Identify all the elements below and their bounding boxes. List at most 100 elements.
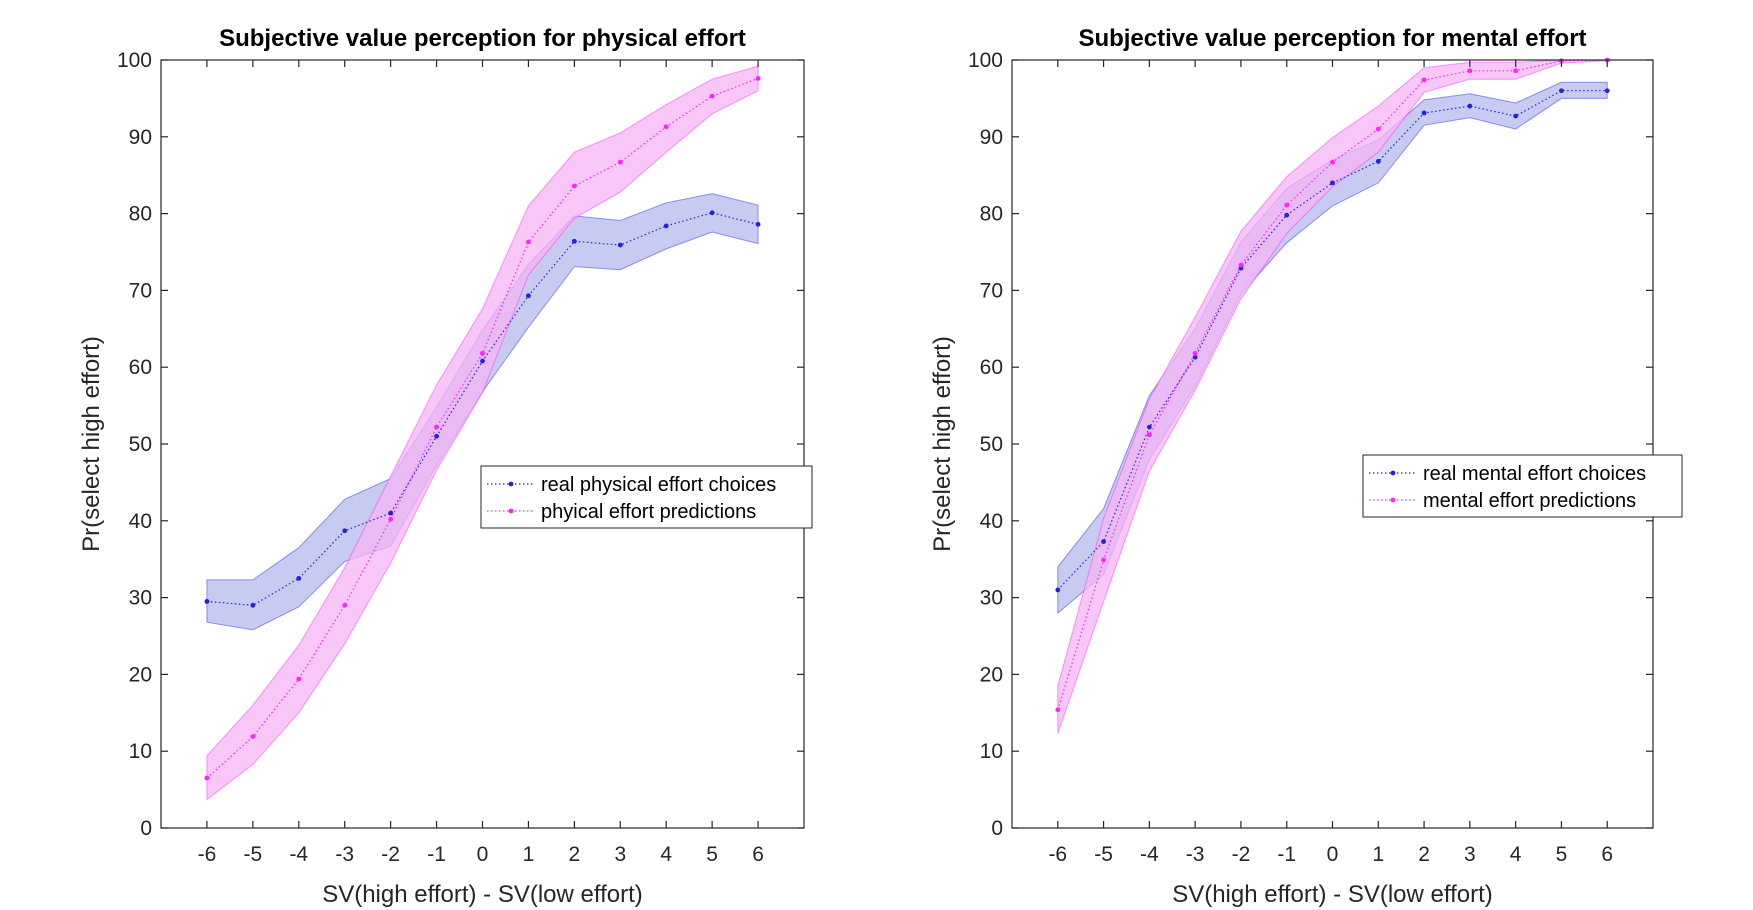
mental-xtick-label: -2 [1232,843,1251,866]
mental-point-1-6 [1330,159,1335,165]
physical-xtick-label: -3 [335,843,354,866]
physical-point-0-0 [204,599,210,604]
physical-point-1-9 [617,159,623,165]
physical-xtick-label: 5 [706,843,718,866]
mental-legend-marker-1 [1390,497,1396,503]
physical-ytick-label: 20 [129,663,152,686]
mental-xtick-label: 4 [1510,843,1522,866]
mental-point-1-10 [1513,68,1519,74]
mental-point-1-5 [1284,202,1290,208]
physical-xtick-label: 4 [660,843,672,866]
mental-point-0-12 [1604,88,1610,94]
physical-effort-chart: -6 -5 -4 -3 -2 -1 0 1 2 3 4 5 6010203040506070809010… [78,25,813,908]
mental-legend-entry: real mental effort choices [1423,463,1646,485]
mental-ytick-label: 20 [980,663,1003,686]
mental-point-0-8 [1421,110,1427,116]
physical-point-1-11 [709,93,715,99]
physical-ytick-label: 10 [129,740,152,763]
physical-point-1-7 [526,239,531,245]
mental-xtick-label: -3 [1186,843,1205,866]
mental-ytick-label: 50 [980,433,1003,456]
physical-ytick-label: 50 [129,433,152,456]
mental-xtick-label: -4 [1140,843,1159,866]
physical-legend-entry: real physical effort choices [541,474,776,496]
mental-point-0-1 [1101,539,1106,544]
physical-band-0 [206,193,759,631]
physical-xtick-label: 3 [614,843,626,866]
mental-ytick-label: 90 [980,126,1003,149]
mental-legend-entry: mental effort predictions [1423,490,1636,512]
mental-legend: real mental effort choices mental effort … [1362,454,1683,518]
mental-xtick-label: 6 [1601,843,1613,866]
mental-ytick-label: 80 [980,203,1003,226]
mental-point-1-3 [1192,350,1198,356]
mental-point-0-6 [1330,180,1335,186]
physical-point-1-4 [388,516,394,522]
physical-xtick-label: -4 [289,843,308,866]
physical-ytick-label: 0 [140,817,152,840]
mental-ytick-label: 30 [980,587,1003,610]
physical-xtick-label: -6 [198,843,217,866]
physical-point-0-2 [296,576,302,581]
physical-point-1-3 [342,602,348,608]
mental-legend-box [1362,454,1683,518]
mental-x-axis-label: SV(high effort) - SV(low effort) [1172,881,1493,908]
mental-point-0-9 [1467,103,1473,109]
physical-y-axis-label: Pr(select high effort) [78,336,105,552]
mental-ytick-label: 100 [968,49,1003,72]
mental-point-0-5 [1284,212,1290,218]
physical-ytick-label: 70 [129,279,152,302]
mental-point-1-9 [1467,68,1473,74]
physical-point-0-4 [388,510,394,516]
physical-xtick-label: -2 [381,843,400,866]
physical-point-1-6 [480,350,485,356]
mental-xtick-label: -1 [1277,843,1296,866]
physical-xtick-label: 2 [569,843,581,866]
mental-point-1-2 [1146,432,1152,438]
mental-ytick-label: 10 [980,740,1003,763]
physical-legend-box [480,465,813,529]
mental-xtick-label: -6 [1048,843,1067,866]
physical-point-0-3 [342,528,348,534]
mental-xtick-label: 0 [1327,843,1339,866]
mental-point-1-1 [1101,557,1106,563]
physical-ytick-label: 80 [129,203,152,226]
physical-legend-marker-0 [508,481,514,487]
mental-point-0-0 [1055,587,1061,593]
physical-x-axis-label: SV(high effort) - SV(low effort) [322,881,643,908]
mental-point-0-10 [1513,113,1519,119]
mental-xtick-label: 3 [1464,843,1476,866]
physical-point-1-5 [434,424,439,430]
physical-point-0-12 [755,221,761,227]
mental-ytick-label: 40 [980,510,1003,533]
mental-legend-marker-0 [1390,470,1396,476]
physical-ytick-label: 100 [117,49,152,72]
physical-point-1-0 [204,775,210,781]
mental-point-0-11 [1559,88,1564,94]
mental-point-0-7 [1375,158,1381,164]
physical-point-0-1 [250,602,256,608]
mental-point-1-0 [1055,707,1061,713]
physical-xtick-label: -1 [427,843,446,866]
mental-point-1-4 [1238,262,1244,268]
physical-point-0-11 [709,210,715,216]
mental-chart-title: Subjective value perception for mental e… [1078,25,1586,52]
mental-ytick-label: 0 [991,817,1003,840]
physical-xtick-label: 1 [523,843,535,866]
physical-point-1-1 [250,734,256,740]
physical-legend-marker-1 [508,508,514,514]
physical-point-1-2 [296,676,302,682]
physical-xtick-label: 6 [752,843,764,866]
physical-ytick-label: 30 [129,587,152,610]
physical-legend-entry: phyical effort predictions [541,501,756,523]
physical-point-1-8 [571,183,577,189]
mental-xtick-label: 1 [1372,843,1384,866]
physical-ytick-label: 60 [129,356,152,379]
mental-y-axis-label: Pr(select high effort) [929,336,956,552]
physical-point-0-9 [617,242,623,248]
mental-point-0-2 [1146,424,1152,430]
mental-xtick-label: -5 [1094,843,1113,866]
physical-chart-title: Subjective value perception for physical… [219,25,746,52]
physical-series-line-0 [206,212,759,606]
